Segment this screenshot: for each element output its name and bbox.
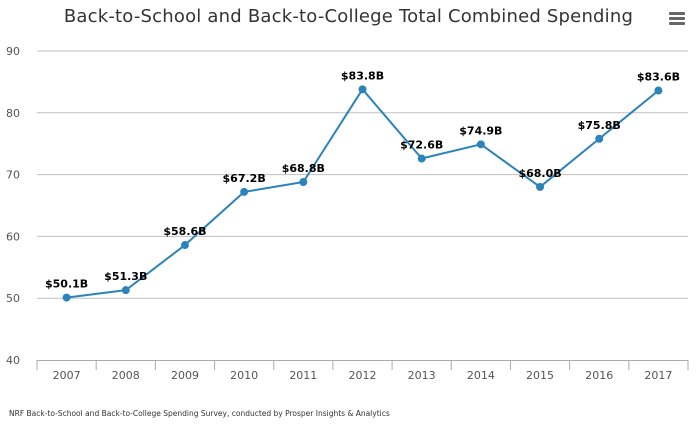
data-label: $68.8B	[282, 162, 325, 175]
x-tick-label: 2012	[349, 369, 377, 382]
data-point	[358, 85, 367, 94]
source-note: NRF Back-to-School and Back-to-College S…	[9, 409, 390, 418]
data-label: $75.8B	[578, 119, 621, 132]
data-label: $74.9B	[459, 124, 502, 137]
series-line	[66, 88, 660, 299]
y-axis: 40 50 60 70 80 90	[6, 45, 20, 367]
x-tick-label: 2013	[408, 369, 436, 382]
data-labels: $50.1B $51.3B $58.6B $67.2B $68.8B $83.8B $72.…	[45, 69, 680, 290]
x-tick-label: 2007	[53, 369, 81, 382]
x-tick-label: 2015	[526, 369, 554, 382]
series-line-path	[66, 88, 660, 299]
data-label: $83.6B	[637, 71, 680, 84]
gridlines	[37, 50, 688, 299]
data-point	[536, 182, 545, 191]
x-axis: 2007 2008 2009 2010 2011 2012 2013 2014 2015 2016…	[36, 360, 689, 382]
data-points	[62, 85, 663, 302]
data-point	[62, 293, 71, 302]
x-tick-label: 2017	[644, 369, 672, 382]
data-point	[595, 134, 604, 143]
x-tick-label: 2009	[171, 369, 199, 382]
x-tick-label: 2016	[585, 369, 613, 382]
x-tick-label: 2011	[289, 369, 317, 382]
y-tick-label: 50	[6, 292, 20, 305]
y-tick-label: 90	[6, 45, 20, 58]
x-tick-label: 2014	[467, 369, 495, 382]
x-tick-label: 2008	[112, 369, 140, 382]
data-label: $58.6B	[163, 225, 206, 238]
y-tick-label: 70	[6, 169, 20, 182]
data-label: $51.3B	[104, 270, 147, 283]
data-label: $68.0B	[518, 167, 561, 180]
y-tick-label: 40	[6, 354, 20, 367]
data-point	[476, 140, 485, 149]
data-point	[417, 154, 426, 163]
data-point	[654, 86, 663, 95]
data-point	[180, 241, 189, 250]
data-label: $83.8B	[341, 69, 384, 82]
data-point	[121, 286, 130, 295]
data-label: $67.2B	[223, 172, 266, 185]
data-label: $50.1B	[45, 278, 88, 291]
x-tick-label: 2010	[230, 369, 258, 382]
y-tick-label: 60	[6, 230, 20, 243]
y-tick-label: 80	[6, 107, 20, 120]
hamburger-menu-icon[interactable]	[669, 12, 685, 26]
data-point	[299, 178, 308, 187]
data-label: $72.6B	[400, 139, 443, 152]
data-point	[240, 187, 249, 196]
chart-title: Back-to-School and Back-to-College Total…	[63, 6, 634, 27]
